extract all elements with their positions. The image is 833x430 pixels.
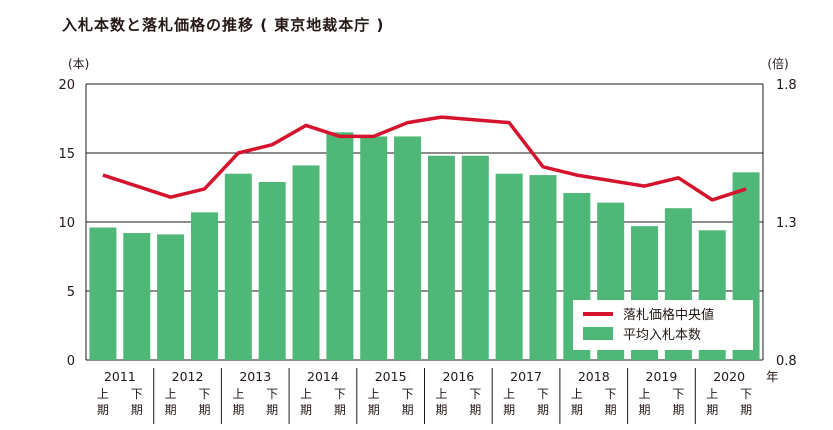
x-half-label: 下 (740, 387, 752, 401)
x-year-label: 2012 (172, 369, 204, 384)
x-half-label: 上 (706, 387, 718, 401)
bar (157, 234, 185, 360)
x-half-label: 期 (266, 403, 278, 417)
chart-title: 入札本数と落札価格の推移 ( 東京地裁本庁 ) (62, 16, 385, 34)
x-half-label: 上 (435, 387, 447, 401)
x-year-label: 2011 (104, 369, 136, 384)
y-right-tick-label: 0.8 (776, 354, 797, 369)
x-year-suffix: 年 (766, 369, 779, 384)
x-half-label: 期 (402, 403, 414, 417)
y-left-tick-label: 20 (58, 78, 75, 93)
bar (190, 212, 218, 360)
x-half-label: 期 (639, 403, 651, 417)
x-half-label: 期 (334, 403, 346, 417)
y-left-tick-label: 5 (67, 285, 75, 300)
x-half-label: 期 (165, 403, 177, 417)
axes: 051015200.81.31.82011上期下期2012上期下期2013上期下… (58, 78, 797, 424)
x-half-label: 期 (706, 403, 718, 417)
x-year-label: 2019 (646, 369, 678, 384)
x-half-label: 上 (639, 387, 651, 401)
x-half-label: 期 (232, 403, 244, 417)
x-half-label: 下 (266, 387, 278, 401)
x-half-label: 期 (435, 403, 447, 417)
bar (529, 175, 557, 360)
x-half-label: 下 (672, 387, 684, 401)
legend-box (573, 300, 753, 350)
x-half-label: 期 (198, 403, 210, 417)
bar (360, 136, 388, 360)
bar (258, 181, 286, 360)
y-left-tick-label: 0 (67, 354, 75, 369)
x-half-label: 下 (334, 387, 346, 401)
y-left-tick-label: 10 (58, 216, 75, 231)
x-half-label: 上 (232, 387, 244, 401)
bar (326, 132, 354, 360)
x-half-label: 期 (740, 403, 752, 417)
x-half-label: 下 (469, 387, 481, 401)
x-half-label: 下 (198, 387, 210, 401)
bar (394, 136, 422, 360)
bar (461, 155, 489, 360)
x-half-label: 期 (537, 403, 549, 417)
x-year-label: 2015 (375, 369, 407, 384)
x-half-label: 期 (503, 403, 515, 417)
bar (495, 173, 523, 360)
x-half-label: 上 (368, 387, 380, 401)
x-half-label: 上 (165, 387, 177, 401)
x-half-label: 上 (97, 387, 109, 401)
y-left-unit-label: (本) (68, 57, 89, 71)
x-year-label: 2018 (578, 369, 610, 384)
x-year-label: 2016 (442, 369, 474, 384)
x-half-label: 上 (503, 387, 515, 401)
x-half-label: 期 (300, 403, 312, 417)
x-year-label: 2020 (713, 369, 745, 384)
y-right-tick-label: 1.8 (776, 78, 797, 93)
bar-series (89, 132, 760, 360)
x-year-label: 2013 (239, 369, 271, 384)
legend-bar-swatch (583, 327, 613, 340)
x-half-label: 下 (605, 387, 617, 401)
x-year-label: 2017 (510, 369, 542, 384)
median-price-line (102, 115, 747, 202)
bar (292, 165, 320, 360)
x-half-label: 下 (131, 387, 143, 401)
bar (224, 173, 252, 360)
bar (89, 227, 117, 360)
legend-bar-label: 平均入札本数 (623, 328, 701, 343)
x-half-label: 下 (402, 387, 414, 401)
x-half-label: 期 (605, 403, 617, 417)
x-half-label: 上 (571, 387, 583, 401)
x-half-label: 期 (131, 403, 143, 417)
x-half-label: 期 (672, 403, 684, 417)
y-right-tick-label: 1.3 (776, 216, 797, 231)
x-year-label: 2014 (307, 369, 339, 384)
x-half-label: 下 (537, 387, 549, 401)
y-left-tick-label: 15 (58, 147, 75, 162)
line-series (102, 115, 747, 202)
bar (427, 155, 455, 360)
legend: 落札価格中央値 平均入札本数 (573, 300, 753, 350)
x-half-label: 上 (300, 387, 312, 401)
bar (123, 233, 151, 360)
x-half-label: 期 (97, 403, 109, 417)
x-half-label: 期 (469, 403, 481, 417)
x-half-label: 期 (368, 403, 380, 417)
x-half-label: 期 (571, 403, 583, 417)
legend-line-label: 落札価格中央値 (623, 307, 714, 323)
y-right-unit-label: (倍) (767, 56, 788, 71)
